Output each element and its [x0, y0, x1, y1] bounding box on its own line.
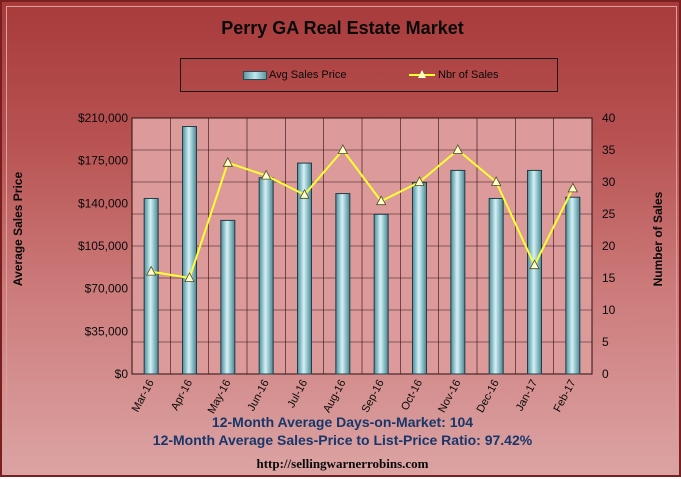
- line-point: [261, 169, 272, 180]
- stat-days-on-market: 12-Month Average Days-on-Market: 104: [211, 414, 474, 430]
- line-point: [529, 259, 540, 270]
- bar: [258, 177, 274, 375]
- y-tick-label-right: 20: [602, 239, 616, 253]
- line-series: [146, 144, 578, 282]
- bar: [450, 169, 466, 375]
- x-tick-label: Feb-17: [552, 378, 579, 414]
- legend-item-nbr-of-sales: Nbr of Sales: [409, 69, 499, 81]
- y-tick-label-right: 40: [602, 111, 616, 125]
- line-point: [376, 195, 387, 206]
- gridlines: [132, 117, 592, 375]
- bar: [143, 197, 159, 375]
- x-tick-label: Jul-16: [285, 378, 310, 410]
- line-point: [414, 176, 425, 186]
- line-point: [222, 156, 233, 167]
- legend: Avg Sales Price Nbr of Sales: [180, 58, 558, 92]
- bar: [220, 219, 236, 375]
- y-tick-label-left: $175,000: [78, 154, 128, 168]
- x-tick-label: May-16: [206, 378, 234, 416]
- legend-bar-swatch: [243, 70, 267, 80]
- x-tick-label: Jun-16: [245, 378, 271, 413]
- bar: [527, 169, 542, 375]
- bar: [335, 193, 351, 375]
- bar: [488, 197, 504, 375]
- y-tick-label-right: 25: [602, 207, 616, 221]
- chart-title: Perry GA Real Estate Market: [221, 18, 464, 38]
- line-point: [184, 272, 195, 282]
- line-point: [299, 188, 310, 199]
- series-line: [151, 148, 574, 280]
- x-tick-label: Jan-17: [514, 378, 540, 413]
- bar-series: [143, 126, 581, 375]
- y-tick-label-right: 10: [602, 303, 616, 317]
- y-tick-label-left: $140,000: [78, 196, 128, 210]
- y-tick-label-right: 0: [602, 367, 609, 381]
- footer-url: http://sellingwarnerrobins.com: [256, 456, 429, 471]
- x-tick-label: Nov-16: [436, 378, 463, 415]
- bar: [565, 196, 581, 375]
- bar: [182, 126, 197, 375]
- y-tick-label-left: $70,000: [85, 282, 129, 296]
- bar: [412, 182, 427, 375]
- y-tick-label-right: 35: [602, 143, 616, 157]
- x-tick-label: Apr-16: [169, 378, 195, 413]
- line-point: [452, 144, 463, 154]
- y-tick-label-left: $35,000: [85, 324, 129, 338]
- legend-label-avg-sales-price: Avg Sales Price: [269, 69, 347, 81]
- y-tick-label-left: $210,000: [78, 111, 128, 125]
- x-tick-label: Oct-16: [399, 378, 425, 413]
- x-tick-label: Sep-16: [360, 378, 387, 415]
- bar: [373, 213, 389, 375]
- line-point: [146, 265, 157, 276]
- bar: [297, 162, 312, 375]
- y-tick-label-right: 15: [602, 271, 616, 285]
- x-tick-label: Mar-16: [130, 378, 157, 414]
- legend-line-swatch: [409, 70, 435, 80]
- legend-item-avg-sales-price: Avg Sales Price: [243, 69, 346, 81]
- stat-price-ratio: 12-Month Average Sales-Price to List-Pri…: [152, 432, 533, 448]
- x-tick-label: Dec-16: [475, 378, 502, 415]
- y-tick-label-left: $0: [115, 367, 129, 381]
- y-tick-label-right: 30: [602, 175, 616, 189]
- line-point: [337, 144, 348, 154]
- legend-label-nbr-of-sales: Nbr of Sales: [438, 69, 499, 81]
- line-point: [567, 182, 578, 193]
- line-point: [491, 176, 502, 186]
- y-tick-label-left: $105,000: [78, 239, 128, 253]
- y-tick-label-right: 5: [602, 335, 609, 349]
- x-tick-label: Aug-16: [321, 378, 348, 415]
